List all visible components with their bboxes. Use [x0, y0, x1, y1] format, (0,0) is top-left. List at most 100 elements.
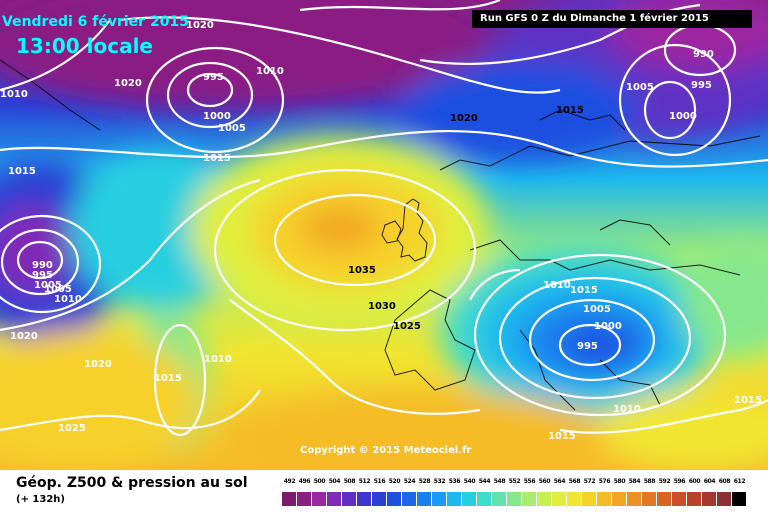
- forecast-date: Vendredi 6 février 2015: [2, 14, 189, 30]
- color-scale: 492 496 500 504 508 512 516 520 524 528 532 536 540 5…: [282, 478, 752, 510]
- forecast-time: 13:00 locale: [16, 34, 153, 58]
- scale-tick-label: 524: [403, 478, 416, 485]
- scale-color-swatch: [372, 492, 386, 506]
- isobar-label: 1000: [669, 111, 697, 122]
- scale-color-swatch: [462, 492, 476, 506]
- scale-tick-label: 564: [553, 478, 566, 485]
- scale-tick-label: 500: [313, 478, 326, 485]
- isobar-label: 1020: [450, 113, 478, 124]
- scale-color-swatch: [477, 492, 491, 506]
- isobar-label: 990: [32, 260, 53, 271]
- scale-color-swatch: [702, 492, 716, 506]
- scale-tick-label: 592: [658, 478, 671, 485]
- isobar-label: 995: [32, 270, 53, 281]
- scale-tick-label: 608: [718, 478, 731, 485]
- isobar-label: 1015: [734, 395, 762, 406]
- scale-color-swatch: [717, 492, 731, 506]
- isobar-label: 1020: [186, 20, 214, 31]
- scale-color-swatch: [297, 492, 311, 506]
- scale-color-swatch: [447, 492, 461, 506]
- isobar-label: 1010: [0, 89, 28, 100]
- scale-tick-label: 596: [673, 478, 686, 485]
- legend-title: Géop. Z500 & pression au sol: [16, 475, 248, 491]
- scale-color-swatch: [432, 492, 446, 506]
- isobar-label: 1015: [570, 285, 598, 296]
- isobar-label: 995: [203, 72, 224, 83]
- isobar-label: 1015: [154, 373, 182, 384]
- scale-color-swatch: [627, 492, 641, 506]
- model-run-label: Run GFS 0 Z du Dimanche 1 février 2015: [472, 10, 752, 28]
- isobar-label: 1000: [203, 111, 231, 122]
- isobar-label: 1005: [626, 82, 654, 93]
- isobar-label: 1015: [8, 166, 36, 177]
- scale-color-swatch: [357, 492, 371, 506]
- scale-color-swatch: [387, 492, 401, 506]
- scale-color-swatch: [522, 492, 536, 506]
- isobar-label: 1005: [34, 280, 62, 291]
- forecast-lead-time: (+ 132h): [16, 494, 65, 505]
- scale-color-swatch: [657, 492, 671, 506]
- scale-tick-label: 504: [328, 478, 341, 485]
- copyright-notice: Copyright © 2015 Meteociel.fr: [300, 445, 472, 456]
- isobar-label: 1035: [348, 265, 376, 276]
- isobar-label: 1020: [10, 331, 38, 342]
- isobar-label: 1010: [54, 294, 82, 305]
- scale-tick-label: 544: [478, 478, 491, 485]
- isobar-label: 1025: [393, 321, 421, 332]
- isobar-label: 1010: [204, 354, 232, 365]
- scale-tick-label: 516: [373, 478, 386, 485]
- scale-tick-label: 552: [508, 478, 521, 485]
- scale-color-swatch: [567, 492, 581, 506]
- scale-tick-label: 576: [598, 478, 611, 485]
- isobar-label: 1020: [114, 78, 142, 89]
- scale-color-swatch: [582, 492, 596, 506]
- isobar-label: 1005: [218, 123, 246, 134]
- scale-tick-label: 588: [643, 478, 656, 485]
- scale-tick-label: 580: [613, 478, 626, 485]
- isobar-label: 1010: [543, 280, 571, 291]
- scale-tick-label: 540: [463, 478, 476, 485]
- scale-color-swatch: [552, 492, 566, 506]
- map-canvas: 1020 1010 1020 995 1010 1000 1005 1015 1…: [0, 0, 768, 470]
- scale-tick-label: 604: [703, 478, 716, 485]
- scale-tick-label: 520: [388, 478, 401, 485]
- scale-color-swatch: [402, 492, 416, 506]
- scale-color-swatch: [672, 492, 686, 506]
- scale-color-swatch: [492, 492, 506, 506]
- scale-tick-label: 508: [343, 478, 356, 485]
- scale-tick-label: 556: [523, 478, 536, 485]
- scale-color-swatch: [597, 492, 611, 506]
- scale-tick-label: 600: [688, 478, 701, 485]
- isobar-label: 1005: [44, 284, 72, 295]
- isobar-label: 1000: [594, 321, 622, 332]
- scale-tick-label: 612: [733, 478, 746, 485]
- scale-color-swatch: [642, 492, 656, 506]
- isobar-label: 1015: [203, 153, 231, 164]
- scale-tick-label: 560: [538, 478, 551, 485]
- isobar-label: 1030: [368, 301, 396, 312]
- scale-tick-label: 572: [583, 478, 596, 485]
- scale-color-swatch: [327, 492, 341, 506]
- scale-color-swatch: [417, 492, 431, 506]
- scale-tick-label: 512: [358, 478, 371, 485]
- scale-color-swatch: [537, 492, 551, 506]
- isobar-label: 1015: [556, 105, 584, 116]
- isobar-label: 1025: [58, 423, 86, 434]
- scale-tick-label: 492: [283, 478, 296, 485]
- isobar-label: 1020: [84, 359, 112, 370]
- scale-tick-label: 548: [493, 478, 506, 485]
- isobar-label: 1010: [256, 66, 284, 77]
- scale-tick-label: 496: [298, 478, 311, 485]
- isobar-label: 995: [691, 80, 712, 91]
- isobar-label: 1015: [548, 431, 576, 442]
- scale-tick-label: 532: [433, 478, 446, 485]
- scale-color-swatch: [507, 492, 521, 506]
- scale-tick-label: 528: [418, 478, 431, 485]
- isobar-label: 995: [577, 341, 598, 352]
- scale-tick-label: 536: [448, 478, 461, 485]
- weather-map: 1020 1010 1020 995 1010 1000 1005 1015 1…: [0, 0, 768, 470]
- scale-color-swatch: [342, 492, 356, 506]
- scale-color-swatch: [612, 492, 626, 506]
- scale-color-swatch: [732, 492, 746, 506]
- scale-tick-label: 568: [568, 478, 581, 485]
